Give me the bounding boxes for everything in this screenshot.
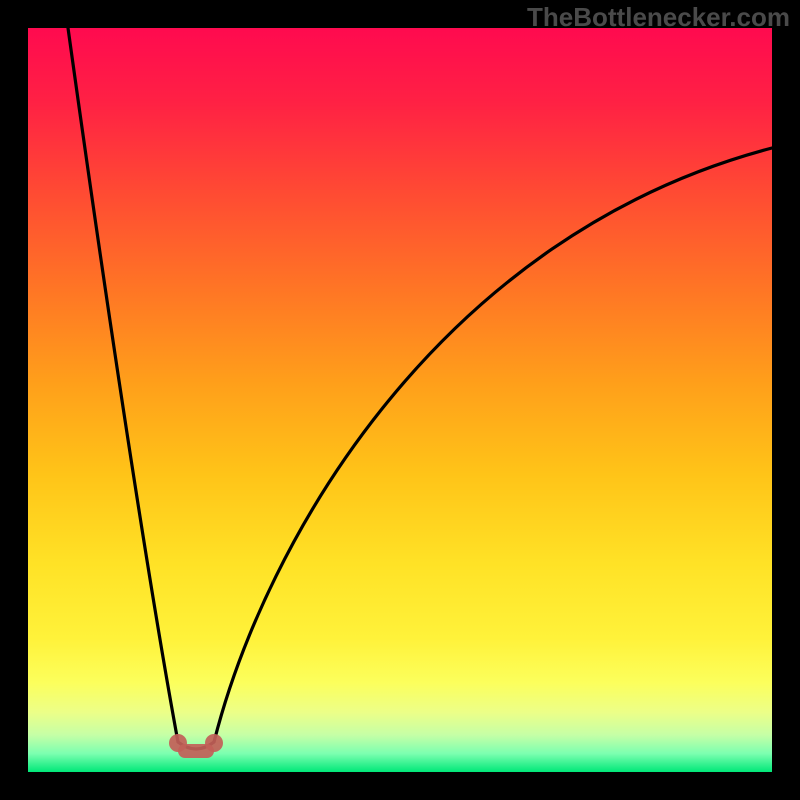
bottleneck-curve [68,28,772,749]
chart-stage: TheBottlenecker.com [0,0,800,800]
valley-dot-right [205,734,223,752]
curve-layer [0,0,800,800]
watermark-text: TheBottlenecker.com [527,2,790,33]
valley-dot-left [169,734,187,752]
valley-marker [169,734,223,758]
